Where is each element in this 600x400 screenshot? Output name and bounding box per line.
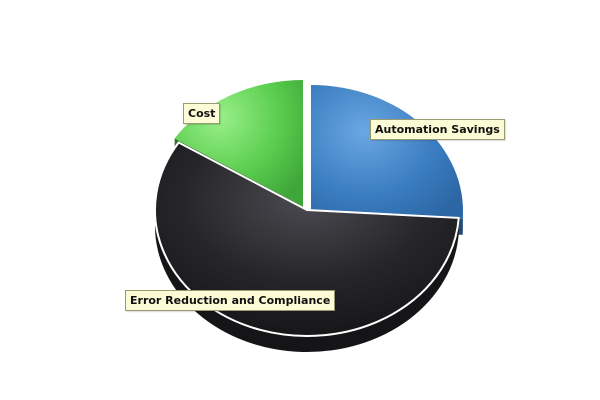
slice-label-error-reduction-and-compliance: Error Reduction and Compliance — [125, 290, 336, 311]
slice-label-cost: Cost — [183, 103, 221, 124]
pie-slice-error-reduction-and-compliance — [154, 141, 460, 337]
slice-label-automation-savings: Automation Savings — [370, 119, 505, 140]
pie-slice-automation-savings — [311, 85, 463, 219]
